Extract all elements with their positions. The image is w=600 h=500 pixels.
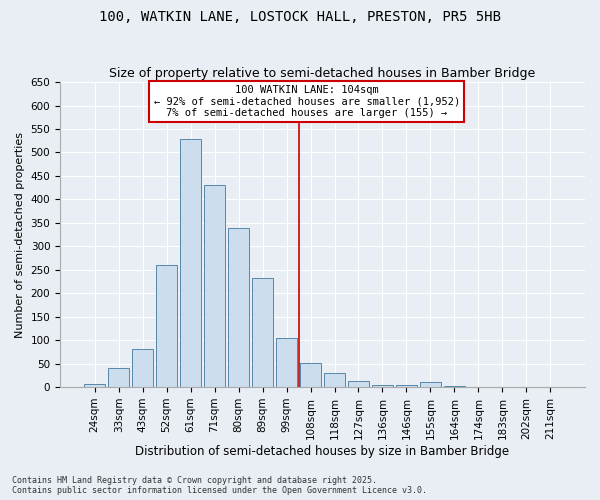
X-axis label: Distribution of semi-detached houses by size in Bamber Bridge: Distribution of semi-detached houses by … [136, 444, 509, 458]
Bar [108, 368, 130, 387]
Title: Size of property relative to semi-detached houses in Bamber Bridge: Size of property relative to semi-detach… [109, 66, 536, 80]
Bar [228, 228, 250, 387]
Bar [419, 382, 441, 387]
Text: 100, WATKIN LANE, LOSTOCK HALL, PRESTON, PR5 5HB: 100, WATKIN LANE, LOSTOCK HALL, PRESTON,… [99, 10, 501, 24]
Bar [324, 373, 345, 387]
Bar [84, 384, 106, 387]
Bar [443, 386, 465, 387]
Text: Contains HM Land Registry data © Crown copyright and database right 2025.
Contai: Contains HM Land Registry data © Crown c… [12, 476, 427, 495]
Bar [132, 348, 154, 387]
Bar [395, 385, 417, 387]
Bar [252, 278, 274, 387]
Bar [156, 265, 178, 387]
Y-axis label: Number of semi-detached properties: Number of semi-detached properties [15, 132, 25, 338]
Bar [180, 140, 202, 387]
Bar [276, 338, 298, 387]
Bar [347, 382, 369, 387]
Bar [204, 186, 226, 387]
Bar [300, 362, 322, 387]
Bar [371, 385, 393, 387]
Text: 100 WATKIN LANE: 104sqm
← 92% of semi-detached houses are smaller (1,952)
7% of : 100 WATKIN LANE: 104sqm ← 92% of semi-de… [154, 85, 460, 118]
